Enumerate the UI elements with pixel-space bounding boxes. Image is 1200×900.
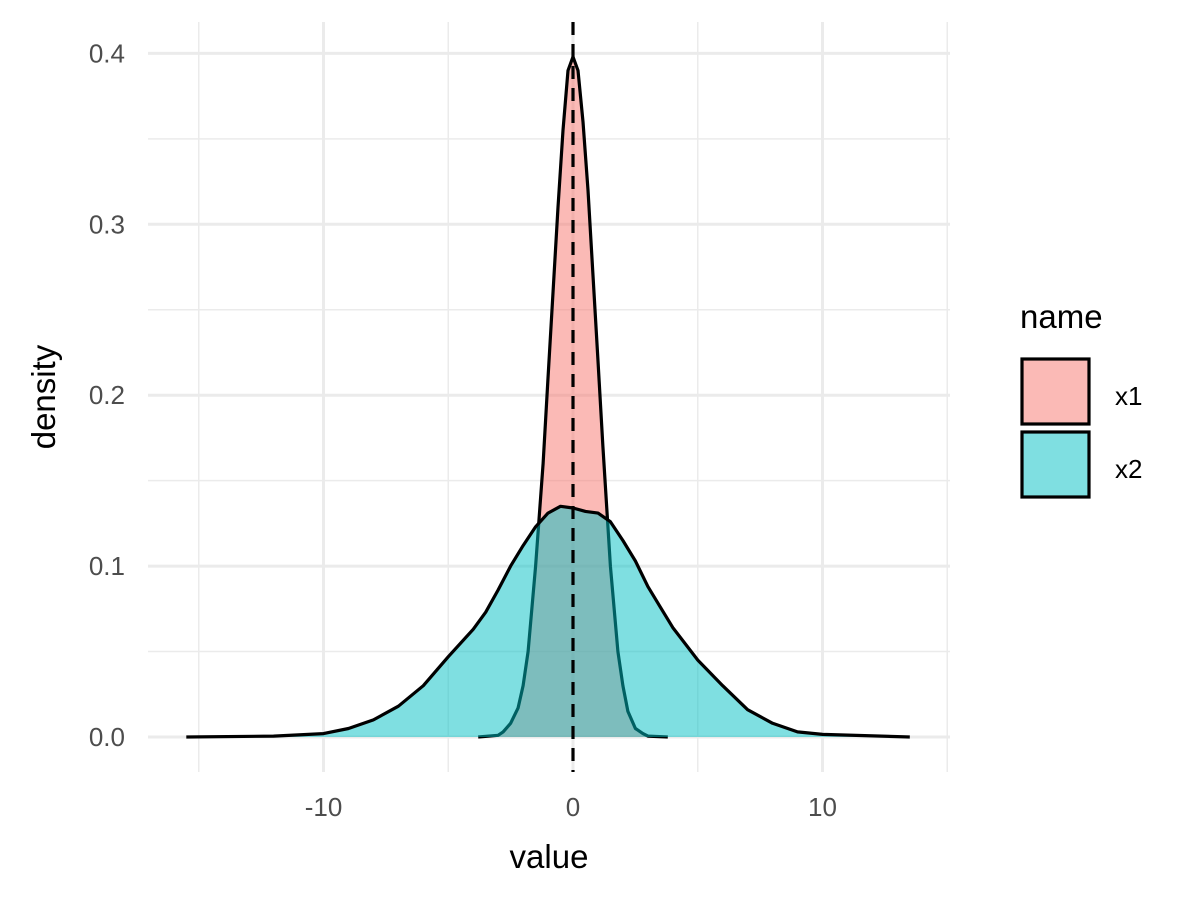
y-tick-label: 0.2 — [89, 380, 125, 410]
x-tick-label: 0 — [566, 792, 580, 822]
legend: name x1 x2 — [1020, 298, 1142, 499]
legend-label-x1: x1 — [1115, 381, 1142, 411]
legend-label-x2: x2 — [1115, 454, 1142, 484]
y-axis-title: density — [25, 344, 62, 449]
x-tick-label: -10 — [305, 792, 343, 822]
x-tick-label: 10 — [808, 792, 837, 822]
density-area-x2 — [186, 506, 910, 737]
y-tick-label: 0.4 — [89, 38, 125, 68]
density-areas — [186, 55, 910, 739]
legend-key-x2 — [1020, 430, 1091, 499]
density-line-x2 — [186, 504, 910, 739]
tick-labels: -10 0 10 0.0 0.1 0.2 0.3 0.4 — [89, 38, 837, 822]
x-axis-title: value — [510, 838, 589, 875]
legend-key-x1 — [1020, 357, 1091, 426]
y-tick-label: 0.0 — [89, 722, 125, 752]
y-tick-label: 0.1 — [89, 551, 125, 581]
y-tick-label: 0.3 — [89, 209, 125, 239]
legend-title: name — [1020, 298, 1103, 335]
